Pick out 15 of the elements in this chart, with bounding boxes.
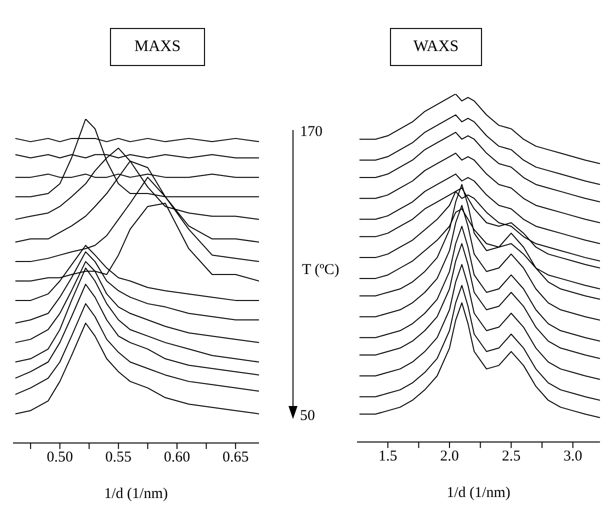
text: 50 bbox=[300, 408, 315, 425]
x-tick-label: 0.60 bbox=[164, 450, 190, 466]
x-tick-label: 0.50 bbox=[46, 450, 73, 466]
chart-title: WAXS bbox=[390, 28, 482, 66]
text: T (ºC) bbox=[302, 262, 340, 279]
text: 170 bbox=[300, 124, 322, 141]
x-tick-label: 0.55 bbox=[105, 450, 132, 466]
x-tick-label: 2.5 bbox=[502, 448, 521, 465]
x-tick-label: 2.0 bbox=[440, 448, 459, 465]
chart-title: MAXS bbox=[110, 28, 205, 66]
x-axis-title: 1/d (1/nm) bbox=[446, 485, 510, 501]
x-tick-label: 3.0 bbox=[563, 448, 582, 465]
x-tick-label: 0.65 bbox=[222, 450, 249, 466]
x-tick-label: 1.5 bbox=[378, 448, 398, 465]
x-axis-title: 1/d (1/nm) bbox=[104, 486, 168, 502]
